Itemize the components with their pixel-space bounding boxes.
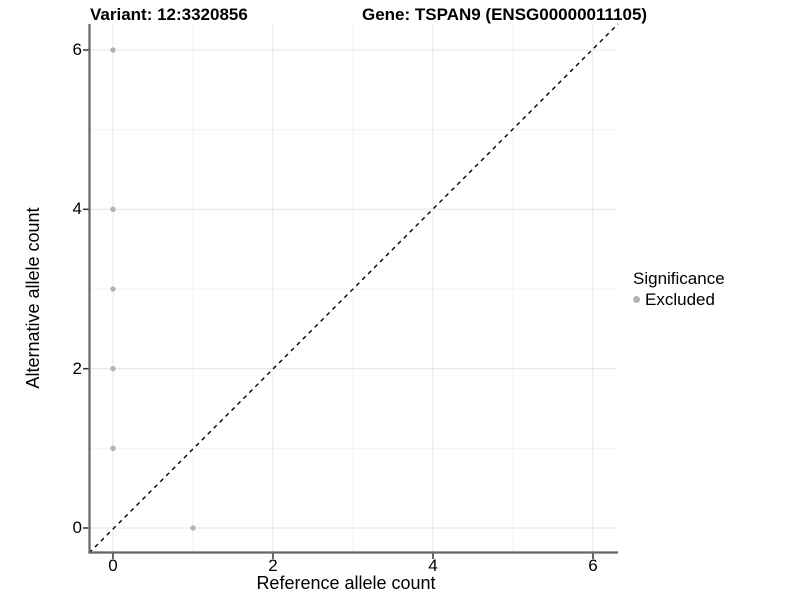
x-axis-title: Reference allele count — [256, 573, 436, 593]
legend-item-excluded: Excluded — [633, 290, 725, 309]
x-tick-label-6: 6 — [588, 556, 598, 575]
identity-line — [88, 23, 619, 554]
data-points-layer — [110, 47, 196, 531]
data-point — [110, 366, 116, 372]
x-axis-tick-marks — [112, 553, 594, 559]
x-tick-label-4: 4 — [428, 556, 438, 575]
legend-item-label: Excluded — [645, 290, 715, 309]
data-point — [110, 206, 116, 212]
x-tick-label-0: 0 — [108, 556, 118, 575]
grid-minor-vertical — [192, 24, 514, 552]
grid-major-horizontal — [90, 49, 617, 529]
legend-title: Significance — [633, 269, 725, 288]
data-point — [190, 525, 196, 531]
plot-title-variant: Variant: 12:3320856 — [90, 5, 248, 24]
data-point — [110, 47, 116, 53]
y-tick-label-4: 4 — [72, 199, 82, 218]
y-tick-label-2: 2 — [72, 359, 82, 378]
plot-title-gene: Gene: TSPAN9 (ENSG00000011105) — [362, 5, 648, 24]
data-point — [110, 286, 116, 292]
data-point — [110, 445, 116, 451]
y-tick-label-0: 0 — [72, 518, 82, 537]
legend-point-icon — [633, 296, 640, 303]
y-tick-label-6: 6 — [72, 40, 82, 59]
legend: Significance Excluded — [633, 269, 725, 309]
x-tick-label-2: 2 — [268, 556, 278, 575]
y-axis-tick-marks — [83, 49, 89, 529]
y-axis-title: Alternative allele count — [23, 207, 43, 389]
